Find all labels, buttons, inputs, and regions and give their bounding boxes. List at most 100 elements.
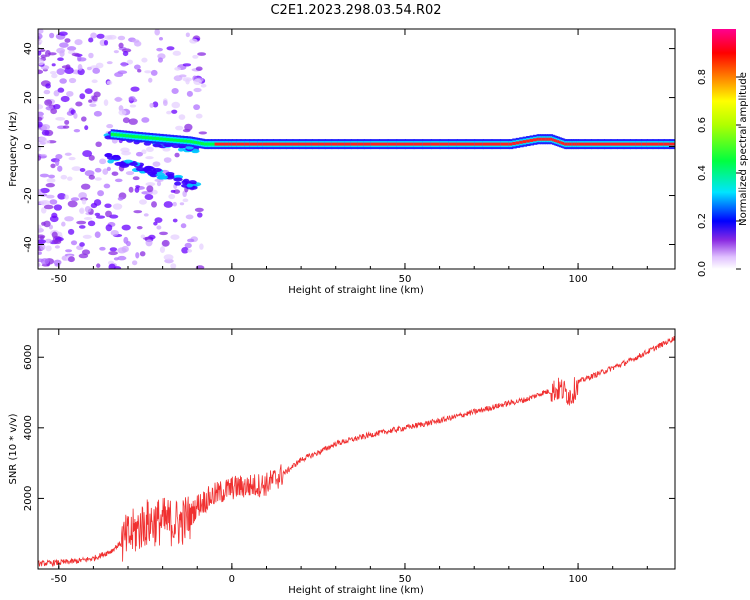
- spectrogram-ridge-core: [155, 137, 161, 141]
- spectrogram-blob: [41, 221, 46, 226]
- spectrogram-blob: [173, 75, 183, 82]
- spectrogram-ridge-core: [663, 142, 671, 146]
- spectrogram-ridge-core: [211, 142, 216, 146]
- spectrogram-blob: [94, 212, 101, 217]
- snr-xlabel: Height of straight line (km): [288, 585, 424, 596]
- spectrogram-ridge-core: [571, 142, 574, 146]
- spectrogram-blob: [78, 225, 86, 229]
- spectrogram-blob: [128, 118, 138, 125]
- spectrogram-ridge-core: [279, 142, 287, 146]
- spectrogram-ridge-core: [576, 142, 580, 146]
- spectrogram-blob: [84, 205, 92, 213]
- snr-ytick-label: 4000: [23, 415, 34, 440]
- spectrogram-ridge-core: [574, 142, 578, 146]
- spectrogram-blob: [79, 208, 84, 213]
- spectrogram-ridge-core: [555, 139, 559, 143]
- spectrogram-xtick-label: 50: [399, 274, 412, 285]
- spectrogram-ridge-core: [562, 141, 566, 145]
- spectrogram-blob: [45, 50, 51, 57]
- spectrogram-ridge-core: [539, 137, 543, 141]
- spectrogram-blob: [50, 163, 56, 169]
- spectrogram-blob: [67, 228, 75, 235]
- spectrogram-blob: [154, 29, 161, 36]
- spectrogram-blob: [195, 265, 205, 269]
- spectrogram-blob: [80, 183, 91, 190]
- spectrogram-blob: [59, 42, 69, 48]
- spectrogram-blob: [105, 224, 113, 232]
- spectrogram-blob: [151, 201, 157, 208]
- spectrogram-blob: [131, 260, 138, 266]
- spectrogram-blob: [180, 223, 187, 229]
- spectrogram-blob: [51, 63, 56, 67]
- spectrogram-ridge-core: [526, 139, 531, 143]
- spectrogram-ridge-core: [564, 142, 567, 146]
- spectrogram-ridge-core: [192, 140, 195, 144]
- spectrogram-blob: [73, 129, 81, 133]
- spectrogram-blob: [168, 193, 176, 200]
- spectrogram-blob: [182, 63, 192, 67]
- spectrogram-blob: [90, 203, 98, 209]
- spectrogram-ridge-core: [641, 142, 648, 146]
- spectrogram-ridge-core: [658, 142, 665, 146]
- spectrogram-ytick-label: 20: [23, 91, 34, 104]
- spectrogram-blob: [54, 245, 60, 249]
- spectrogram-ridge-core: [193, 140, 197, 144]
- spectrogram-blob: [38, 188, 42, 196]
- spectrogram-blob: [182, 198, 189, 203]
- spectrogram-blob: [62, 125, 70, 129]
- spectrogram-ridge-core: [591, 142, 599, 146]
- spectrogram-ridge-core: [519, 140, 524, 144]
- spectrogram-ytick-label: 0: [23, 143, 34, 149]
- spectrogram-ridge-core: [148, 136, 154, 140]
- spectrogram-frame: [37, 28, 676, 270]
- spectrogram-blob: [55, 116, 66, 121]
- spectrogram-ridge-core: [285, 142, 294, 146]
- spectrogram-blob: [53, 239, 62, 245]
- spectrogram-blob: [44, 238, 53, 244]
- spectrogram-ridge-core: [522, 140, 528, 144]
- spectrogram-blob: [53, 204, 63, 211]
- spectrogram-ridge-core: [134, 135, 140, 139]
- spectrogram-blob: [171, 101, 181, 109]
- snr-xtick-label: 50: [399, 574, 412, 585]
- spectrogram-ridge-core: [311, 142, 320, 146]
- spectrogram-blob: [58, 31, 68, 36]
- spectrogram-ridge-core: [552, 138, 555, 142]
- spectrogram-blob: [38, 224, 42, 230]
- spectrogram-ridge-core: [249, 142, 255, 146]
- spectrogram-blob: [67, 200, 78, 208]
- spectrogram-ridge-core: [456, 142, 467, 146]
- spectrogram-blob: [84, 125, 89, 131]
- spectrogram-blob: [117, 35, 126, 41]
- spectrogram-blob: [74, 39, 83, 46]
- spectrogram-ridge-core: [116, 133, 121, 137]
- spectrogram-ridge-core: [298, 142, 307, 146]
- spectrogram-blob: [77, 55, 82, 62]
- spectrogram-ridge-core: [396, 142, 406, 146]
- spectrogram-ridge-core: [244, 142, 251, 146]
- colorbar-tick-label: 0.6: [697, 117, 708, 133]
- spectrogram-ridge-core: [113, 133, 118, 137]
- spectrogram-blob: [185, 78, 190, 85]
- spectrogram-blob: [103, 183, 111, 189]
- spectrogram-blob: [166, 110, 172, 115]
- spectrogram-blob: [189, 38, 198, 44]
- spectrogram-blob: [141, 149, 147, 155]
- spectrogram-ridge-core: [141, 135, 147, 139]
- spectrogram-blob: [172, 218, 178, 223]
- spectrogram-blob: [45, 83, 51, 89]
- spectrogram-blob: [67, 176, 73, 181]
- spectrogram-blob: [172, 201, 177, 207]
- spectrogram-arm: [106, 155, 115, 160]
- spectrogram-ridge-core: [228, 142, 233, 146]
- spectrogram-blob: [170, 263, 177, 269]
- spectrogram-ridge-core: [197, 141, 200, 145]
- spectrogram-blob: [141, 57, 148, 63]
- spectrogram-ridge-core: [629, 142, 637, 146]
- spectrogram-blob: [132, 176, 140, 181]
- spectrogram-blob: [161, 239, 170, 247]
- spectrogram-ridge-core: [179, 139, 185, 143]
- spectrogram-blob: [67, 256, 75, 263]
- spectrogram-blob: [133, 40, 142, 47]
- spectrogram-blob: [171, 87, 179, 95]
